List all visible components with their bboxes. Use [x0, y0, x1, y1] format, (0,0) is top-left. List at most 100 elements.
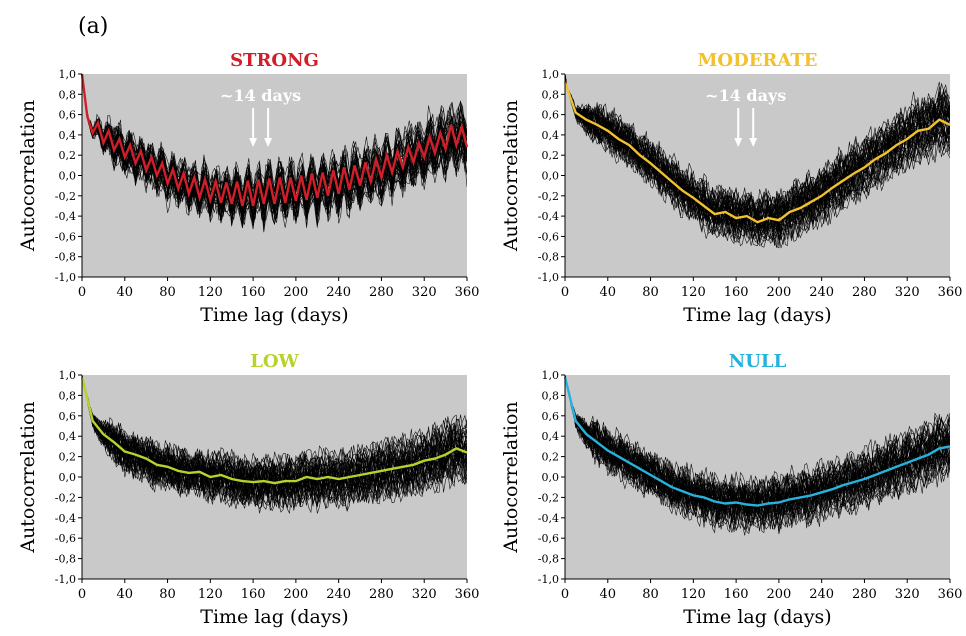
y-tick-label: 0,4 [59, 129, 77, 142]
y-tick-label: -0,6 [538, 532, 559, 545]
y-tick-label: -1,0 [55, 271, 76, 284]
x-tick-label: 160 [724, 587, 749, 602]
chart-title: STRONG [230, 50, 319, 71]
y-tick-label: -0,2 [538, 190, 559, 203]
y-tick-label: -1,0 [55, 573, 76, 586]
y-tick-label: 0,4 [542, 430, 560, 443]
x-tick-label: 320 [895, 285, 920, 300]
y-tick-label: 0,2 [542, 149, 560, 162]
x-tick-label: 0 [561, 285, 569, 300]
x-tick-label: 200 [766, 587, 791, 602]
y-axis-label: Autocorrelation [500, 401, 522, 553]
x-tick-label: 120 [198, 285, 223, 300]
y-tick-label: -0,6 [538, 230, 559, 243]
panel-tag: (a) [78, 14, 109, 39]
mean-line [80, 73, 469, 207]
x-axis-label: Time lag (days) [683, 606, 831, 628]
chart-panel-strong: 1,0 0,8 0,6 0,4 0,2 0,0 -0,2 -0,4 -0,6 -0,8 -1,00 4… [17, 50, 479, 326]
x-tick-label: 320 [412, 285, 437, 300]
arrow-head [734, 138, 743, 147]
y-tick-label: 0,0 [59, 170, 77, 183]
x-tick-label: 240 [326, 285, 351, 300]
x-tick-label: 160 [724, 285, 749, 300]
y-tick-label: 0,2 [59, 149, 77, 162]
x-tick-label: 320 [412, 587, 437, 602]
y-tick-label: 1,0 [59, 68, 77, 81]
y-tick-label: 0,2 [59, 451, 77, 464]
annotation-label: ~14 days [220, 86, 301, 105]
x-tick-label: 0 [561, 587, 569, 602]
chart-panel-null: 1,0 0,8 0,6 0,4 0,2 0,0 -0,2 -0,4 -0,6 -0,8 -1,00 4… [500, 351, 962, 628]
chart-title: LOW [250, 351, 299, 372]
chart-title: NULL [729, 351, 787, 372]
x-axis-label: Time lag (days) [200, 304, 348, 326]
x-tick-label: 200 [283, 285, 308, 300]
y-tick-label: -0,4 [55, 512, 76, 525]
x-tick-label: 280 [852, 285, 877, 300]
chart-panel-low: 1,0 0,8 0,6 0,4 0,2 0,0 -0,2 -0,4 -0,6 -0,8 -1,00 4… [17, 351, 479, 628]
y-tick-label: -0,2 [538, 491, 559, 504]
y-tick-label: 0,6 [59, 410, 77, 423]
arrow-head [749, 138, 758, 147]
x-tick-label: 120 [681, 285, 706, 300]
arrow-head [264, 138, 273, 147]
chart-title: MODERATE [698, 50, 818, 71]
x-tick-label: 40 [600, 285, 617, 300]
x-tick-label: 80 [159, 587, 176, 602]
mean-line [563, 376, 951, 507]
x-tick-label: 280 [369, 285, 394, 300]
y-tick-label: 0,8 [542, 389, 560, 402]
x-tick-label: 40 [117, 587, 134, 602]
x-tick-label: 80 [159, 285, 176, 300]
x-tick-label: 280 [369, 587, 394, 602]
y-tick-label: 0,2 [542, 451, 560, 464]
x-tick-label: 80 [642, 285, 659, 300]
x-tick-label: 360 [455, 285, 480, 300]
y-tick-label: 0,4 [59, 430, 77, 443]
y-tick-label: 0,0 [542, 471, 560, 484]
x-tick-label: 120 [681, 587, 706, 602]
y-axis-label: Autocorrelation [17, 401, 39, 553]
x-tick-label: 360 [455, 587, 480, 602]
y-tick-label: 0,6 [542, 109, 560, 122]
y-tick-label: 0,8 [59, 88, 77, 101]
x-tick-label: 240 [809, 285, 834, 300]
x-axis-label: Time lag (days) [683, 304, 831, 326]
y-tick-label: -0,6 [55, 532, 76, 545]
y-tick-label: 0,6 [542, 410, 560, 423]
arrow-head [249, 138, 258, 147]
x-tick-label: 360 [938, 285, 963, 300]
y-tick-label: -0,8 [538, 553, 559, 566]
y-tick-label: -0,8 [55, 251, 76, 264]
mean-line [563, 81, 951, 224]
x-tick-label: 0 [78, 285, 86, 300]
y-tick-label: 0,0 [59, 471, 77, 484]
y-tick-label: -1,0 [538, 271, 559, 284]
x-tick-label: 80 [642, 587, 659, 602]
y-tick-label: 0,8 [542, 88, 560, 101]
y-tick-label: 1,0 [542, 369, 560, 382]
y-tick-label: -0,4 [538, 512, 559, 525]
y-tick-label: -0,2 [55, 491, 76, 504]
x-tick-label: 200 [766, 285, 791, 300]
x-tick-label: 40 [600, 587, 617, 602]
y-tick-label: 1,0 [542, 68, 560, 81]
x-tick-label: 40 [117, 285, 134, 300]
x-tick-label: 320 [895, 587, 920, 602]
chart-panel-moderate: 1,0 0,8 0,6 0,4 0,2 0,0 -0,2 -0,4 -0,6 -0,8 -1,00 4… [500, 50, 962, 326]
y-tick-label: -0,8 [538, 251, 559, 264]
x-tick-label: 360 [938, 587, 963, 602]
x-tick-label: 200 [283, 587, 308, 602]
y-tick-label: 0,6 [59, 109, 77, 122]
x-tick-label: 240 [809, 587, 834, 602]
x-axis-label: Time lag (days) [200, 606, 348, 628]
y-tick-label: 0,8 [59, 389, 77, 402]
y-tick-label: -0,6 [55, 230, 76, 243]
mean-line [80, 376, 468, 485]
y-tick-label: 1,0 [59, 369, 77, 382]
y-tick-label: 0,0 [542, 170, 560, 183]
x-tick-label: 160 [241, 587, 266, 602]
annotation-label: ~14 days [705, 86, 786, 105]
y-tick-label: -0,4 [538, 210, 559, 223]
